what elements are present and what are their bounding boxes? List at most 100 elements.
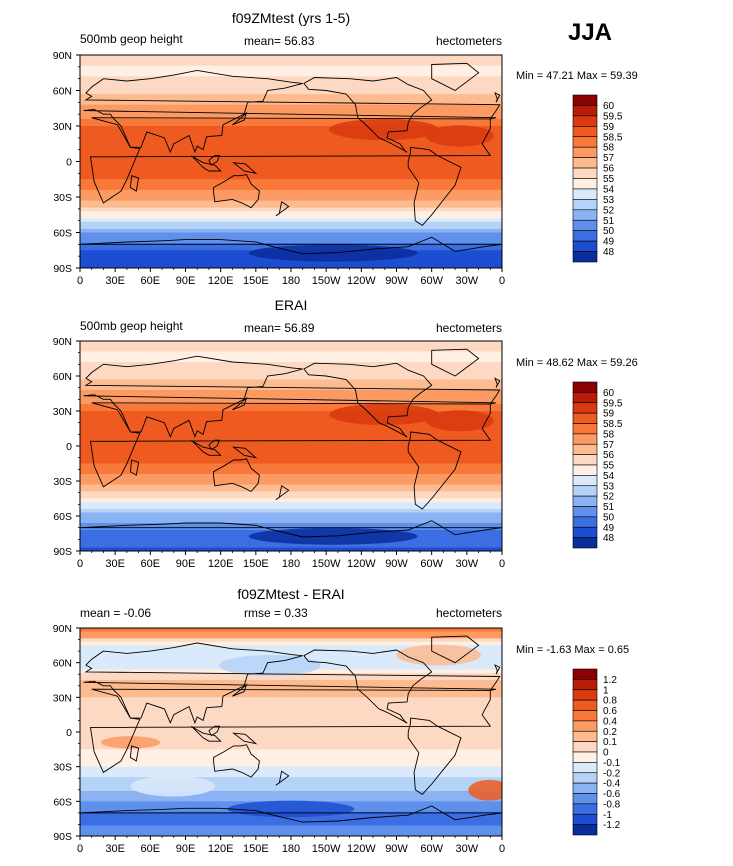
field-band <box>80 97 502 102</box>
field-band <box>80 83 502 88</box>
map-area <box>79 627 503 837</box>
field-band <box>80 69 502 74</box>
x-tick-label: 60W <box>420 843 443 855</box>
x-tick-label: 0 <box>77 275 83 287</box>
colorbar-swatch <box>572 402 598 414</box>
rmse-label: rmse = 0.33 <box>244 606 308 620</box>
field-band <box>80 693 502 698</box>
colorbar-label: 60 <box>603 101 615 112</box>
field-band <box>80 456 502 461</box>
x-tick-label: 150W <box>312 843 341 855</box>
x-tick-label: 30W <box>456 275 479 287</box>
colorbar-label: 59.5 <box>603 398 623 409</box>
colorbar-swatch <box>572 720 598 732</box>
field-anomaly <box>468 779 502 801</box>
colorbar-label: 60 <box>603 388 615 399</box>
colorbar-label: 0.2 <box>603 727 617 738</box>
field-band <box>80 393 502 398</box>
coastline <box>232 732 258 745</box>
colorbar-swatch <box>572 188 598 200</box>
coastline <box>80 805 502 823</box>
coastline <box>191 439 222 456</box>
field-band <box>80 418 502 423</box>
field-band <box>80 65 502 70</box>
field-band <box>80 467 502 472</box>
colorbar-label: 53 <box>603 481 615 492</box>
coastline <box>208 439 221 451</box>
colorbar-label: 58.5 <box>603 132 623 143</box>
y-tick-label: 90N <box>53 50 72 62</box>
field-band <box>80 414 502 419</box>
field-band <box>80 386 502 391</box>
field-band <box>80 358 502 363</box>
colorbar-label: 49 <box>603 237 615 248</box>
field-band <box>80 228 502 234</box>
field-band <box>80 547 502 551</box>
colorbar-label: 0.6 <box>603 706 617 717</box>
field-band <box>80 502 502 507</box>
field-band <box>80 704 502 709</box>
colorbar-label: 56 <box>603 450 615 461</box>
field-band <box>80 118 502 124</box>
colorbar-label: 50 <box>603 226 615 237</box>
field-band <box>80 735 502 740</box>
minmax-label: Min = 48.62 Max = 59.26 <box>516 357 638 369</box>
y-axis: 90N 60N 30N 0 30S 60S 90S <box>53 623 80 843</box>
x-tick-label: 0 <box>77 558 83 570</box>
field-band <box>80 390 502 395</box>
coastline <box>83 355 501 438</box>
colorbar: 1.210.80.60.40.20.10-0.1-0.2-0.4-0.6-0.8… <box>572 668 621 836</box>
field-band <box>80 784 502 789</box>
colorbar-swatch <box>572 741 598 753</box>
field-band <box>80 484 502 489</box>
field-band <box>80 766 502 771</box>
field-band <box>80 749 502 754</box>
x-tick-label: 60W <box>420 275 443 287</box>
y-tick-label: 0 <box>66 157 72 169</box>
y-tick-label: 60S <box>53 511 72 523</box>
coastline <box>232 446 258 459</box>
field-band <box>80 218 502 223</box>
colorbar-label: 48 <box>603 533 615 544</box>
field-band <box>80 763 502 768</box>
field-band <box>80 225 502 230</box>
field-band <box>80 175 502 180</box>
colorbar-swatch <box>572 178 598 190</box>
colorbar-swatch <box>572 126 598 138</box>
coastline <box>494 664 501 675</box>
colorbar-swatch <box>572 679 598 691</box>
x-tick-label: 30W <box>456 558 479 570</box>
field-band <box>80 108 502 113</box>
colorbar-swatch <box>572 793 598 805</box>
field-band <box>80 86 502 92</box>
x-tick-label: 30E <box>105 275 125 287</box>
colorbar-swatch <box>572 392 598 404</box>
field-band <box>80 372 502 377</box>
field-band <box>80 211 502 216</box>
colorbar-swatch <box>572 105 598 117</box>
colorbar-label: 1.2 <box>603 675 617 686</box>
field-band <box>80 129 502 134</box>
colorbar-label: 53 <box>603 195 615 206</box>
field-band <box>80 745 502 750</box>
x-tick-label: 180 <box>282 843 300 855</box>
y-tick-label: 30N <box>53 406 72 418</box>
coastline <box>208 725 221 737</box>
coastline <box>232 396 248 411</box>
field-band <box>80 491 502 496</box>
field-band <box>80 182 502 187</box>
coastline <box>431 348 480 377</box>
colorbar-label: 1 <box>603 685 609 696</box>
x-tick-label: 120E <box>208 558 234 570</box>
units-label: hectometers <box>436 321 502 335</box>
field-band <box>80 700 502 705</box>
x-tick-label: 90E <box>176 843 196 855</box>
coastline <box>129 459 140 476</box>
field-band <box>80 797 502 802</box>
field-band <box>80 168 502 173</box>
field-band <box>80 742 502 747</box>
coastline <box>191 725 222 742</box>
x-tick-label: 120E <box>208 275 234 287</box>
field-anomaly <box>227 800 355 818</box>
